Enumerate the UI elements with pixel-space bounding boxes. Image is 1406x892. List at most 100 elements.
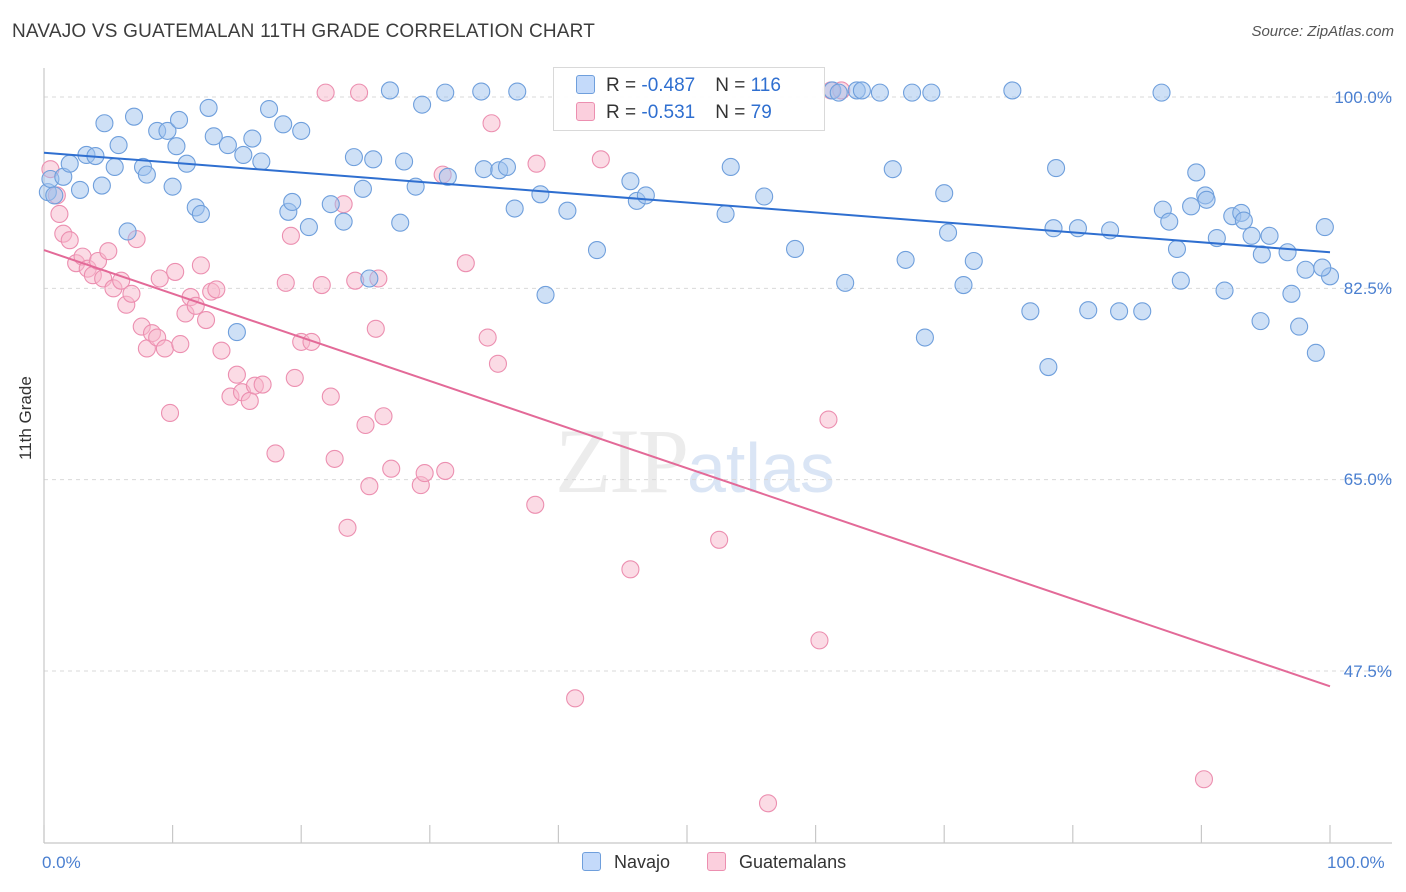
navajo-point	[364, 150, 383, 169]
navajo-point	[1047, 159, 1066, 178]
guatemalan-swatch	[576, 102, 595, 121]
guatemalan-point	[186, 296, 205, 315]
guatemalan-point	[482, 114, 501, 133]
navajo-point	[531, 185, 550, 204]
navajo-point	[163, 177, 182, 196]
source-label: Source: ZipAtlas.com	[1251, 23, 1394, 40]
navajo-point	[438, 167, 457, 186]
guatemalan-point	[196, 310, 216, 330]
navajo-point	[954, 276, 973, 295]
guatemalan-point	[810, 631, 829, 650]
navajo-point	[1160, 212, 1179, 231]
navajo-point	[621, 172, 640, 191]
navajo-point	[92, 176, 111, 195]
watermark: ZIPatlas	[555, 408, 835, 514]
navajo-point	[360, 269, 379, 288]
navajo-point	[70, 180, 90, 199]
guatemalan-point	[253, 375, 272, 394]
navajo-swatch	[576, 75, 595, 94]
navajo-point	[299, 218, 318, 237]
navajo-point	[883, 160, 902, 179]
guatemalan-point	[240, 391, 259, 410]
navajo-point	[1313, 258, 1332, 277]
legend-row-guatemalan: R = -0.531 N = 79	[576, 102, 772, 126]
navajo-point	[391, 213, 410, 232]
navajo-point	[199, 98, 218, 117]
guatemalan-point	[285, 368, 304, 388]
navajo-point	[95, 114, 114, 133]
navajo-point	[935, 184, 954, 203]
navajo-point	[218, 136, 237, 155]
navajo-point	[124, 107, 144, 126]
navajo-point	[45, 186, 64, 205]
legend-label-navajo: Navajo	[614, 852, 671, 872]
navajo-point	[896, 250, 915, 269]
navajo-point	[536, 285, 555, 304]
guatemalan-n-value: 79	[750, 102, 772, 123]
legend-label-guatemalan: Guatemalans	[739, 852, 847, 872]
navajo-point	[60, 154, 79, 173]
navajo-point	[558, 201, 577, 220]
navajo-point	[1079, 301, 1098, 320]
guatemalan-point	[266, 444, 285, 463]
chart-title: NAVAJO VS GUATEMALAN 11TH GRADE CORRELAT…	[12, 21, 596, 42]
guatemalan-point	[150, 269, 169, 288]
navajo-point	[1187, 163, 1206, 182]
navajo-r-value: -0.487	[641, 75, 696, 96]
navajo-point	[204, 127, 223, 146]
navajo-point	[1251, 312, 1270, 331]
navajo-point	[939, 223, 958, 242]
navajo-point	[497, 157, 517, 177]
x-tick-label-right: 100.0%	[1327, 853, 1385, 872]
guatemalan-point	[312, 276, 331, 295]
navajo-point	[344, 148, 363, 167]
r-label: R =	[606, 75, 642, 96]
navajo-point	[1306, 343, 1325, 362]
guatemalan-point	[478, 328, 497, 347]
guatemalan-point	[456, 254, 475, 273]
x-tick-label-left: 0.0%	[42, 853, 81, 872]
guatemalan-point	[325, 449, 344, 468]
navajo-point	[870, 83, 889, 102]
guatemalan-point	[50, 204, 69, 224]
navajo-point	[915, 328, 934, 347]
guatemalan-point	[1194, 770, 1214, 789]
guatemalan-point	[350, 83, 369, 102]
navajo-point	[836, 273, 855, 292]
guatemalan-point	[321, 387, 340, 406]
guatemalan-point	[171, 335, 190, 354]
navajo-point	[785, 239, 805, 259]
guatemalan-point	[415, 464, 434, 483]
y-tick-label: 47.5%	[1343, 662, 1392, 681]
guatemalan-point	[621, 560, 640, 579]
navajo-point	[1242, 226, 1261, 245]
navajo-point	[922, 83, 941, 102]
legend-row-navajo: R = -0.487 N = 116	[576, 75, 781, 99]
navajo-n-value: 116	[750, 75, 781, 96]
navajo-point	[243, 129, 262, 148]
navajo-point	[321, 195, 340, 214]
navajo-point	[1290, 317, 1309, 336]
guatemalan-trend-line	[43, 249, 1331, 688]
navajo-point	[1110, 302, 1129, 321]
navajo-point	[1044, 219, 1063, 238]
guatemalan-point	[281, 226, 300, 245]
guatemalan-point	[758, 794, 778, 813]
navajo-point	[274, 115, 293, 134]
navajo-point	[158, 121, 177, 140]
correlation-legend: R = -0.487 N = 116 R = -0.531 N = 79	[553, 67, 825, 131]
guatemalan-point	[710, 530, 729, 549]
r-label: R =	[606, 102, 642, 123]
navajo-point	[587, 241, 607, 260]
navajo-point	[380, 81, 399, 100]
navajo-point	[1167, 239, 1187, 259]
guatemalan-point	[122, 284, 141, 303]
navajo-point	[716, 204, 735, 224]
navajo-point	[1182, 197, 1201, 216]
navajo-point	[353, 179, 372, 198]
guatemalan-point	[112, 271, 131, 290]
navajo-point	[292, 121, 311, 140]
navajo-point	[1215, 281, 1234, 300]
navajo-point	[1197, 190, 1216, 209]
